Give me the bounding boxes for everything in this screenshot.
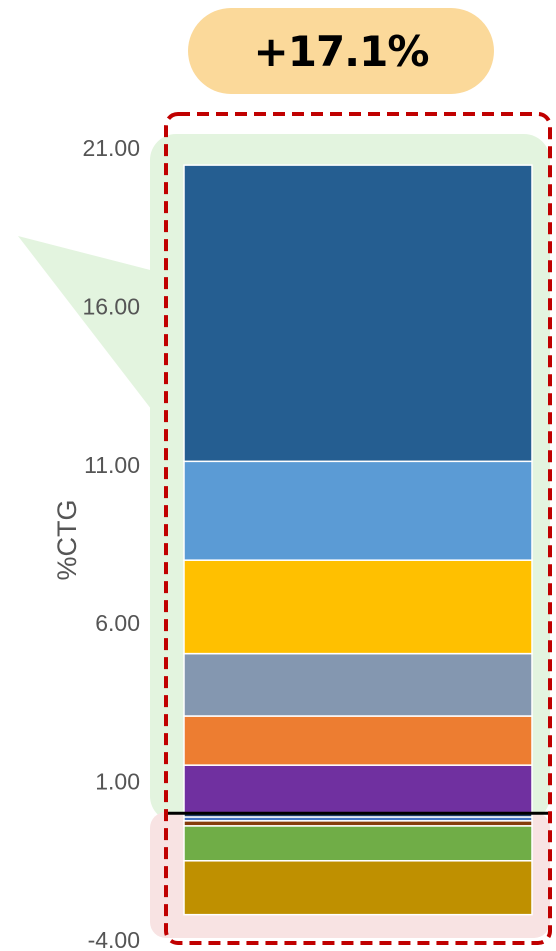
highlight-border <box>164 112 552 945</box>
y-axis: 21.00 16.00 11.00 6.00 1.00 -4.00 <box>82 135 140 951</box>
callout-pointer <box>18 236 158 418</box>
negative-segment-5 <box>183 860 533 916</box>
positive-segment-3 <box>183 652 533 717</box>
y-axis-label: %CTG <box>52 500 82 581</box>
positive-segment-1 <box>183 764 533 815</box>
y-tick-label: 21.00 <box>82 135 140 161</box>
y-tick-label: 16.00 <box>82 293 140 319</box>
y-tick-label: 6.00 <box>95 610 140 636</box>
total-change-label: +17.1% <box>253 26 430 76</box>
y-tick-label: 11.00 <box>84 452 140 478</box>
y-tick-label: 1.00 <box>95 769 140 795</box>
y-tick-label: -4.00 <box>88 927 140 951</box>
negative-segment-4 <box>183 825 533 862</box>
bar-segments <box>183 164 533 916</box>
positive-segment-4 <box>183 559 533 655</box>
positive-segment-2 <box>183 715 533 766</box>
negative-segment-3 <box>183 820 533 827</box>
positive-segment-5 <box>183 460 533 561</box>
positive-segment-6 <box>183 164 533 463</box>
total-change-badge: +17.1% <box>188 8 494 94</box>
